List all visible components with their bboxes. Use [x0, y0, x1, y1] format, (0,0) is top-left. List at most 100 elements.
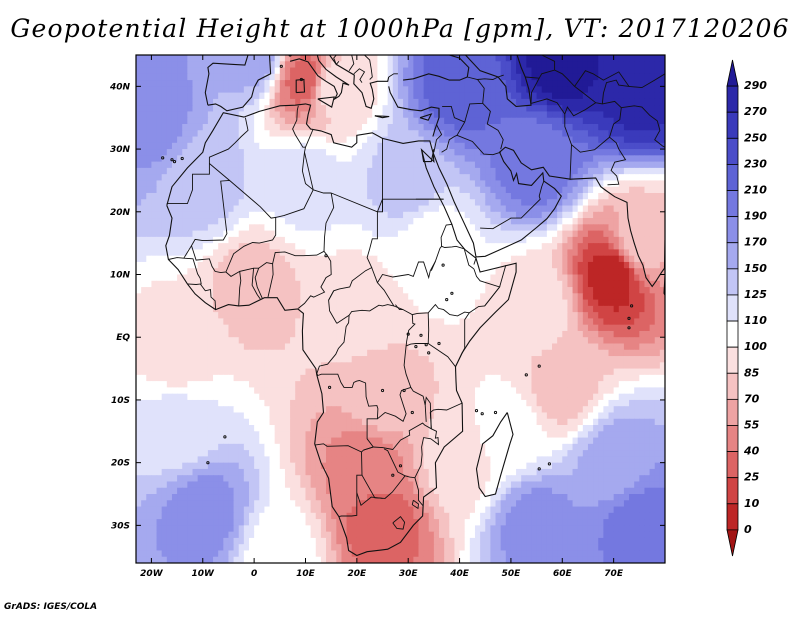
field-cell: [654, 105, 661, 113]
field-cell: [510, 111, 517, 119]
field-cell: [613, 67, 620, 75]
field-cell: [639, 92, 646, 100]
field-cell: [644, 149, 651, 156]
field-cell: [413, 92, 420, 100]
field-cell: [187, 80, 194, 87]
field-cell: [618, 261, 625, 269]
field-cell: [264, 236, 271, 244]
field-cell: [356, 130, 363, 138]
field-cell: [644, 123, 651, 131]
field-cell: [238, 180, 245, 188]
field-cell: [146, 224, 153, 232]
field-cell: [382, 192, 389, 200]
field-cell: [146, 299, 153, 307]
field-cell: [141, 92, 147, 100]
field-cell: [449, 174, 456, 182]
field-cell: [582, 167, 589, 175]
field-cell: [346, 86, 353, 94]
field-cell: [351, 61, 358, 69]
field-cell: [495, 117, 502, 125]
field-cell: [356, 280, 363, 288]
field-cell: [531, 255, 538, 263]
field-cell: [141, 218, 147, 225]
field-cell: [141, 280, 147, 288]
field-cell: [315, 293, 322, 301]
field-cell: [290, 61, 296, 69]
field-cell: [546, 274, 553, 282]
field-cell: [495, 299, 502, 307]
field-cell: [500, 243, 507, 251]
field-cell: [439, 130, 445, 138]
field-cell: [372, 261, 378, 269]
field-cell: [305, 205, 312, 213]
field-cell: [541, 167, 548, 175]
field-cell: [480, 161, 486, 169]
field-cell: [516, 192, 522, 200]
field-cell: [320, 192, 327, 200]
field-cell: [485, 330, 491, 338]
field-cell: [182, 343, 188, 351]
field-cell: [295, 123, 301, 131]
field-cell: [346, 92, 353, 100]
field-cell: [495, 337, 502, 345]
field-cell: [238, 343, 245, 351]
field-cell: [156, 155, 163, 163]
field-cell: [485, 224, 491, 232]
field-cell: [166, 130, 173, 138]
field-cell: [295, 55, 301, 62]
field-cell: [562, 155, 569, 163]
field-cell: [634, 243, 640, 251]
field-cell: [146, 86, 153, 94]
field-cell: [403, 123, 409, 131]
field-cell: [459, 299, 466, 307]
field-cell: [587, 111, 594, 119]
field-cell: [136, 324, 142, 332]
field-cell: [541, 224, 548, 232]
field-cell: [618, 161, 625, 169]
field-cell: [146, 324, 153, 332]
field-cell: [618, 293, 625, 301]
field-cell: [541, 324, 548, 332]
field-cell: [408, 343, 414, 351]
field-cell: [505, 343, 512, 351]
field-cell: [387, 230, 394, 238]
field-cell: [300, 356, 307, 363]
field-cell: [197, 180, 204, 188]
field-cell: [613, 192, 620, 200]
field-cell: [248, 330, 255, 338]
field-cell: [356, 149, 363, 156]
field-cell: [629, 98, 635, 106]
field-cell: [577, 180, 584, 188]
field-cell: [552, 218, 558, 225]
field-cell: [336, 268, 343, 276]
field-cell: [629, 299, 635, 307]
field-cell: [243, 211, 250, 219]
field-cell: [279, 130, 286, 138]
field-cell: [387, 305, 394, 313]
field-cell: [587, 61, 594, 69]
field-cell: [197, 218, 204, 225]
field-cell: [618, 98, 625, 106]
field-cell: [552, 55, 558, 62]
field-cell: [634, 111, 640, 119]
field-cell: [192, 180, 199, 188]
field-cell: [480, 80, 486, 87]
field-cell: [228, 280, 235, 288]
field-cell: [418, 180, 425, 188]
field-cell: [274, 356, 281, 363]
field-cell: [361, 186, 368, 194]
field-cell: [274, 180, 281, 188]
field-cell: [541, 205, 548, 213]
field-cell: [413, 249, 420, 257]
field-cell: [341, 230, 348, 238]
field-cell: [284, 312, 291, 320]
field-cell: [377, 230, 384, 238]
field-cell: [197, 117, 204, 125]
field-cell: [634, 268, 640, 276]
field-cell: [536, 174, 543, 182]
field-cell: [141, 356, 147, 363]
field-cell: [259, 280, 265, 288]
field-cell: [187, 105, 194, 113]
field-cell: [449, 305, 456, 313]
field-cell: [207, 105, 214, 113]
